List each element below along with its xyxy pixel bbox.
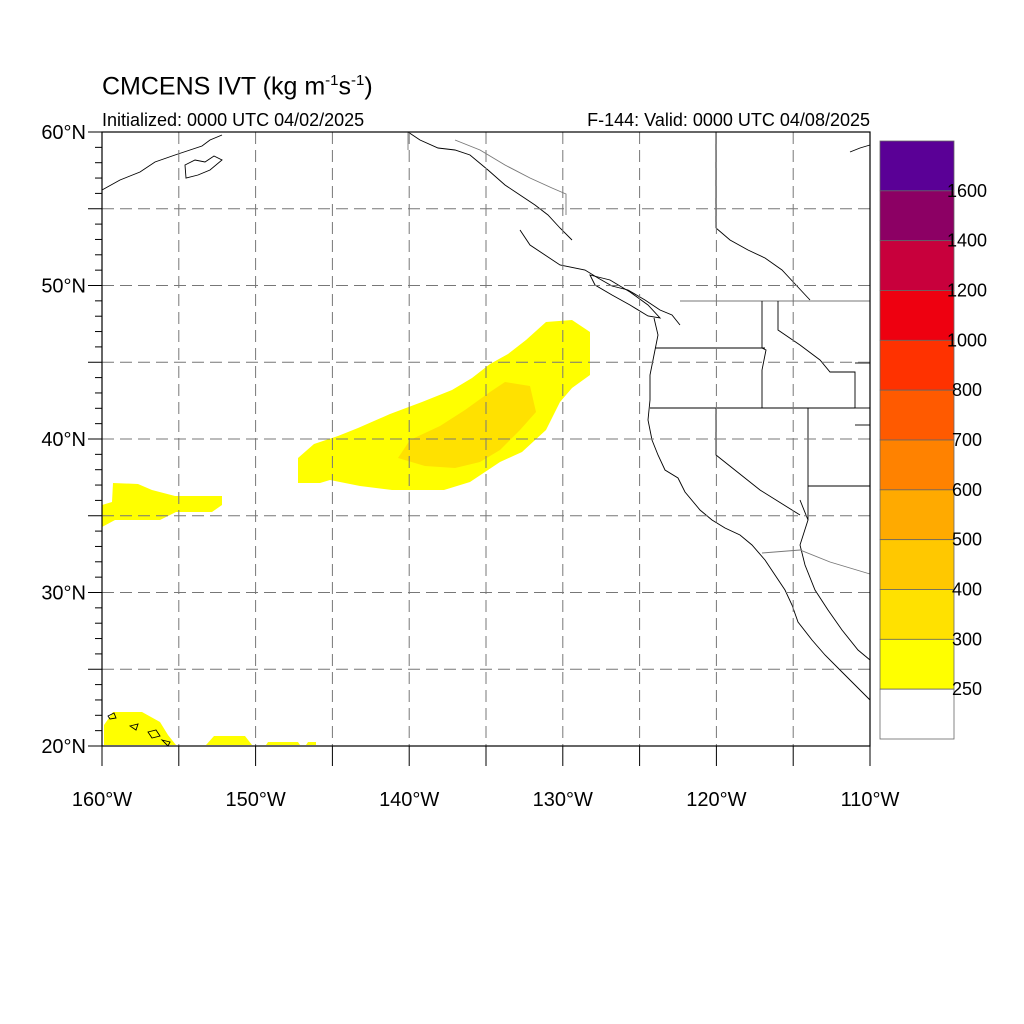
border-az [799,499,809,546]
colorbar-swatch [879,589,955,640]
lat-label: 60°N [41,122,86,144]
lat-label: 30°N [41,583,86,605]
lon-label: 150°W [225,789,285,811]
colorbar-label: 1600 [947,181,987,201]
border-alaska-panhandle [454,139,567,215]
border-ca-nv [715,408,801,516]
colorbar-label: 600 [952,480,982,500]
colorbar-swatch [879,439,955,491]
colorbar-swatch [879,539,955,590]
colorbar-label: 500 [952,530,982,550]
border-wa-id [761,301,767,408]
ivt-region-subtropical-250 [102,483,222,527]
colorbar-swatch [879,389,955,441]
colorbar-swatch [879,140,955,192]
lon-label: 140°W [379,789,439,811]
plot-title: CMCENS IVT (kg m-1s-1) [102,72,373,101]
latitude-labels: 60°N 50°N 40°N 30°N 20°N [41,122,86,758]
hudson-border [715,227,811,301]
ivt-region-hawaii-250 [104,712,176,745]
colorbar-swatch [879,190,955,242]
border-id-mt [777,301,856,408]
hawaii-islands [107,712,171,747]
lat-label: 50°N [41,276,86,298]
axis-ticks [88,131,871,766]
vancouver-island [589,274,662,319]
gulf-of-alaska-coast [407,131,573,241]
colorbar-label: 700 [952,430,982,450]
lon-label: 110°W [841,789,900,811]
colorbar-label: 300 [952,629,982,649]
border-us-mexico [761,549,871,575]
graticule [102,132,870,746]
colorbar-label: 400 [952,580,982,600]
colorbar-label: 1400 [947,231,987,251]
ivt-region-ar-300 [398,382,536,468]
colorbar-swatch [879,688,955,740]
longitude-labels: 160°W 150°W 140°W 130°W 120°W 110°W [72,789,900,811]
colorbar-swatch [879,240,955,291]
lon-label: 120°W [686,789,746,811]
kodiak-coast [184,155,223,179]
ivt-region-hawaii-east [206,736,252,745]
bc-coast [519,229,681,326]
baja-inner-coast [799,544,871,661]
northeast-corner-coast [849,144,871,153]
ivt-region-hawaii-far-east [266,742,316,745]
colorbar-swatch [879,638,955,690]
colorbar-swatch [879,339,955,391]
alaska-peninsula-coast [101,134,223,191]
lon-label: 130°W [533,789,593,811]
initialized-text: Initialized: 0000 UTC 04/02/2025 [102,110,365,130]
lon-label: 160°W [72,789,132,811]
colorbar: 1600 1400 1200 1000 800 700 600 500 400 300 250 [879,140,987,740]
colorbar-swatch [879,290,955,341]
colorbar-swatch [879,489,955,541]
ivt-shading [102,320,590,745]
colorbar-label: 250 [952,679,982,699]
lat-label: 20°N [41,736,86,758]
colorbar-label: 1200 [947,281,987,301]
valid-time-text: F-144: Valid: 0000 UTC 04/08/2025 [587,110,870,130]
lat-label: 40°N [41,429,86,451]
colorbar-label: 1000 [947,330,987,350]
west-coast-us [647,317,871,701]
colorbar-label: 800 [952,380,982,400]
political-borders [407,132,871,575]
